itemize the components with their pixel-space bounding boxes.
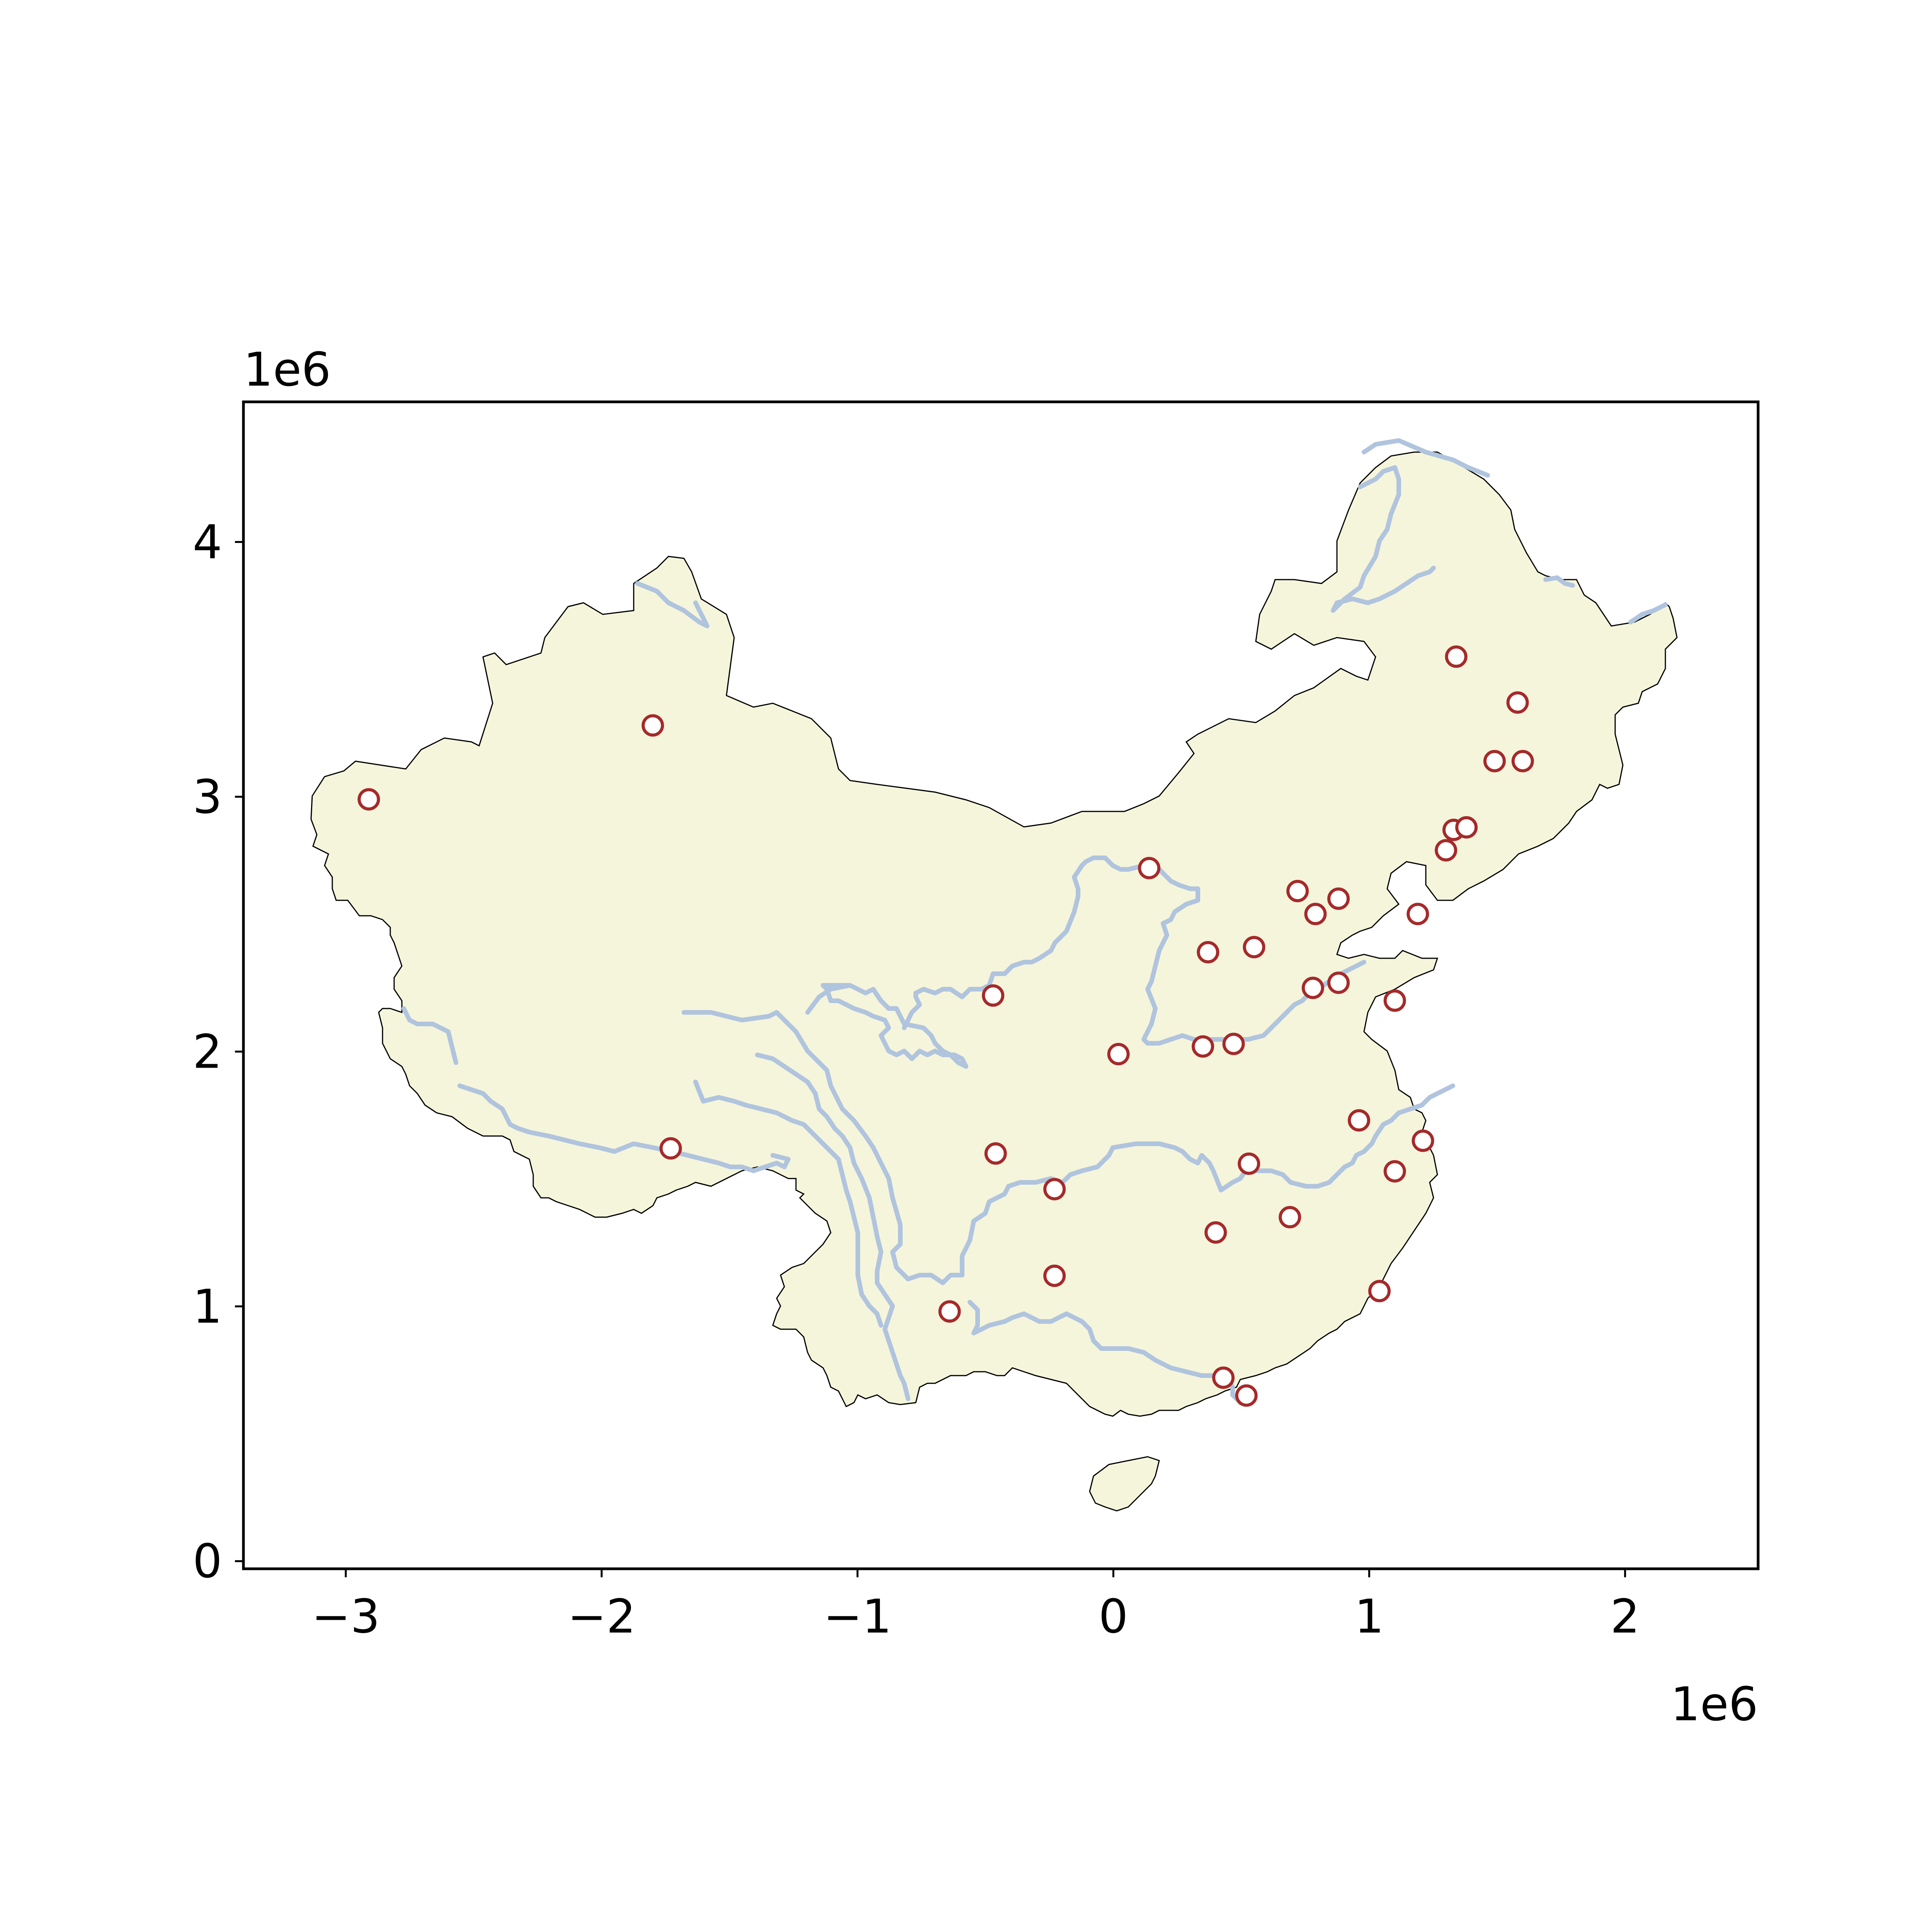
- city-marker: [1511, 750, 1534, 772]
- city-marker: [1043, 1178, 1066, 1201]
- city-marker: [1327, 971, 1350, 994]
- y-axis-offset-label: 1e6: [243, 343, 331, 397]
- city-marker: [1445, 645, 1468, 668]
- x-tick-label: −3: [311, 1590, 380, 1644]
- city-marker: [938, 1300, 961, 1323]
- city-marker: [1455, 816, 1478, 839]
- pearl-river-line: [968, 1300, 1243, 1405]
- irtysh-river-line: [635, 581, 709, 628]
- city-marker: [1235, 1384, 1258, 1407]
- city-marker: [984, 1142, 1007, 1165]
- city-marker: [1368, 1280, 1391, 1303]
- city-marker: [1435, 839, 1458, 862]
- city-marker: [1304, 903, 1327, 925]
- city-marker: [1301, 976, 1324, 999]
- y-tick-label: 2: [193, 1025, 222, 1079]
- y-tick-label: 0: [193, 1535, 222, 1588]
- x-axis-ticks: −3 −2 −1 0 1 2: [311, 1569, 1640, 1644]
- city-marker: [1197, 941, 1219, 964]
- y-tick-label: 3: [193, 770, 222, 824]
- x-tick-label: −1: [823, 1590, 892, 1644]
- city-marker: [1483, 750, 1506, 772]
- city-marker: [1348, 1109, 1371, 1132]
- city-marker: [641, 714, 664, 737]
- city-marker: [982, 984, 1005, 1007]
- city-marker: [1506, 691, 1529, 714]
- city-marker: [659, 1137, 682, 1160]
- x-tick-label: −2: [568, 1590, 636, 1644]
- x-tick-label: 1: [1354, 1590, 1384, 1644]
- y-tick-label: 1: [193, 1280, 222, 1334]
- city-marker: [1406, 903, 1429, 925]
- city-marker: [1222, 1032, 1245, 1055]
- city-marker: [357, 788, 380, 811]
- hainan-island-polygon: [1089, 1456, 1160, 1512]
- ussuri-river-line: [1543, 575, 1668, 624]
- x-axis-offset-label: 1e6: [1670, 1678, 1758, 1731]
- city-marker: [1412, 1129, 1434, 1152]
- city-marker: [1204, 1221, 1227, 1244]
- x-tick-label: 2: [1610, 1590, 1639, 1644]
- yarlung-tsangpo-river-line: [401, 1006, 791, 1173]
- city-marker: [1327, 887, 1350, 910]
- y-axis-ticks: 0 1 2 3 4: [193, 516, 243, 1588]
- city-marker: [1238, 1152, 1260, 1175]
- river-layer: [401, 438, 1668, 1405]
- axes-frame: [242, 400, 1760, 1570]
- city-marker: [1212, 1366, 1235, 1389]
- yellow-river-loop-line: [902, 855, 1366, 1046]
- heilongjiang-river-line: [1331, 438, 1490, 613]
- city-marker: [1286, 880, 1309, 903]
- yellow-river-line: [805, 983, 968, 1069]
- y-tick-label: 4: [193, 516, 222, 570]
- city-marker: [1107, 1043, 1130, 1066]
- city-marker: [1043, 1264, 1066, 1287]
- x-tick-label: 0: [1099, 1590, 1128, 1644]
- mekong-river-line: [755, 1053, 910, 1401]
- city-marker: [1279, 1206, 1301, 1229]
- yangtze-river-line: [682, 1010, 1455, 1285]
- city-marker: [1192, 1035, 1214, 1058]
- salween-river-line: [693, 1080, 883, 1328]
- city-marker: [1243, 936, 1265, 959]
- city-markers: [357, 645, 1534, 1407]
- city-marker: [1138, 857, 1161, 879]
- city-marker: [1383, 989, 1406, 1012]
- city-marker: [1383, 1160, 1406, 1183]
